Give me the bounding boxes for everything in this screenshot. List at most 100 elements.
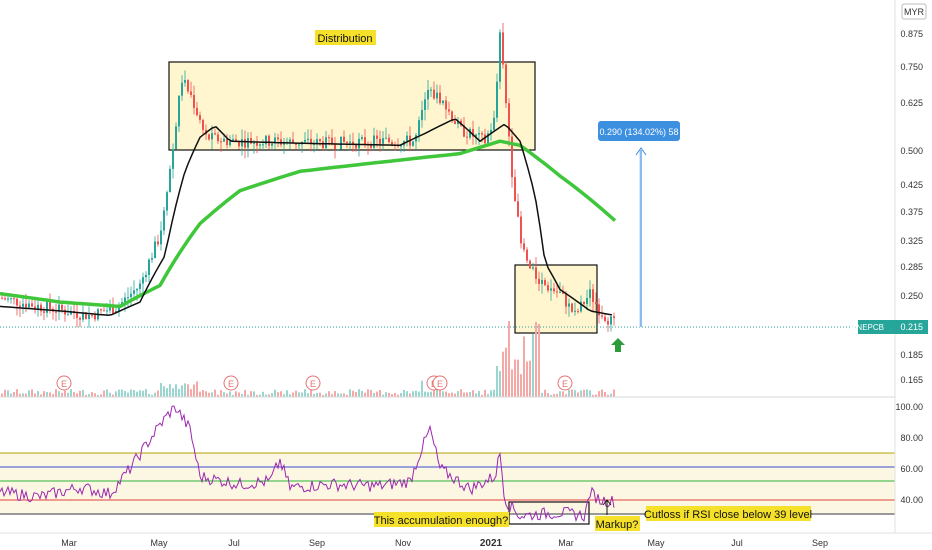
earnings-marker: E <box>305 375 321 391</box>
svg-text:E: E <box>310 379 316 389</box>
candle-body <box>448 109 450 112</box>
candle-body <box>148 259 150 275</box>
volume-bar <box>211 392 213 397</box>
volume-bar <box>562 391 564 397</box>
volume-bar <box>208 392 210 397</box>
volume-bar <box>118 389 120 397</box>
volume-bar <box>223 392 225 397</box>
candle-body <box>568 303 570 307</box>
price-tick: 0.750 <box>900 62 923 72</box>
volume-bar <box>73 392 75 397</box>
time-tick: Mar <box>61 538 77 548</box>
volume-bar <box>388 392 390 397</box>
candle-body <box>172 149 174 169</box>
candle-body <box>37 304 39 309</box>
candle-body <box>376 135 378 139</box>
candle-body <box>112 306 114 314</box>
candle-body <box>421 109 423 121</box>
volume-bar <box>205 391 207 397</box>
volume-bar <box>31 389 33 397</box>
volume-bar <box>517 359 519 397</box>
volume-bar <box>511 369 513 397</box>
price-tick: 0.500 <box>900 146 923 156</box>
price-tick: 0.165 <box>900 375 923 385</box>
candle-body <box>307 138 309 140</box>
candle-body <box>541 280 543 284</box>
candle-body <box>388 137 390 142</box>
volume-bar <box>613 389 615 397</box>
volume-bar <box>259 394 261 397</box>
volume-bar <box>358 389 360 397</box>
candle-body <box>199 115 201 120</box>
volume-bar <box>382 394 384 397</box>
volume-bar <box>91 392 93 397</box>
candle-body <box>244 139 246 148</box>
candle-body <box>505 64 507 104</box>
volume-bar <box>598 391 600 397</box>
candle-body <box>109 306 111 311</box>
volume-bar <box>16 389 18 397</box>
time-tick: Sep <box>309 538 325 548</box>
candle-body <box>583 301 585 304</box>
candle-body <box>385 137 387 139</box>
volume-bar <box>139 390 141 397</box>
candle-body <box>46 302 48 313</box>
symbol-tag <box>858 320 928 334</box>
volume-bar <box>13 392 15 397</box>
ma-green-line <box>0 139 617 309</box>
volume-bar <box>337 393 339 397</box>
measure-label-box <box>598 121 680 141</box>
volume-bar <box>520 374 522 397</box>
currency-badge[interactable] <box>901 3 927 20</box>
candle-body <box>544 280 546 286</box>
volume-bar <box>514 359 516 397</box>
candle-body <box>538 278 540 284</box>
candle-body <box>184 80 186 83</box>
volume-bar <box>145 389 147 397</box>
volume-bar <box>61 392 63 397</box>
volume-bar <box>247 394 249 397</box>
candle-body <box>592 289 594 303</box>
volume-bar <box>7 390 9 397</box>
volume-bar <box>250 391 252 397</box>
candle-body <box>4 298 6 300</box>
candle-body <box>550 288 552 291</box>
candle-body <box>589 289 591 299</box>
candle-body <box>370 144 372 148</box>
time-tick: 2021 <box>480 538 503 549</box>
volume-bar <box>193 384 195 397</box>
candle-body <box>463 125 465 137</box>
candle-body <box>259 144 261 146</box>
volume-bar <box>532 333 534 397</box>
volume-bar <box>448 393 450 397</box>
volume-bar <box>133 390 135 397</box>
candle-body <box>328 137 330 139</box>
svg-text:E: E <box>61 379 67 389</box>
candle-body <box>10 298 12 300</box>
volume-bar <box>574 390 576 397</box>
volume-bar <box>235 391 237 397</box>
candle-body <box>34 306 36 309</box>
volume-bar <box>490 390 492 397</box>
volume-bar <box>445 391 447 397</box>
volume-bar <box>466 392 468 397</box>
volume-bar <box>271 393 273 397</box>
candle-body <box>190 91 192 96</box>
rsi-tick: 60.00 <box>900 464 923 474</box>
candle-body <box>511 136 513 178</box>
candle-body <box>334 144 336 150</box>
candle-body <box>178 95 180 127</box>
candle-body <box>574 310 576 312</box>
volume-bar <box>43 391 45 397</box>
candle-body <box>25 303 27 308</box>
volume-bar <box>334 391 336 397</box>
volume-bar <box>199 391 201 397</box>
candle-body <box>88 314 90 319</box>
time-tick: Jul <box>228 538 240 548</box>
candle-body <box>238 141 240 147</box>
candle-body <box>406 135 408 142</box>
volume-bar <box>538 323 540 397</box>
candle-body <box>136 288 138 291</box>
volume-bar <box>355 391 357 397</box>
